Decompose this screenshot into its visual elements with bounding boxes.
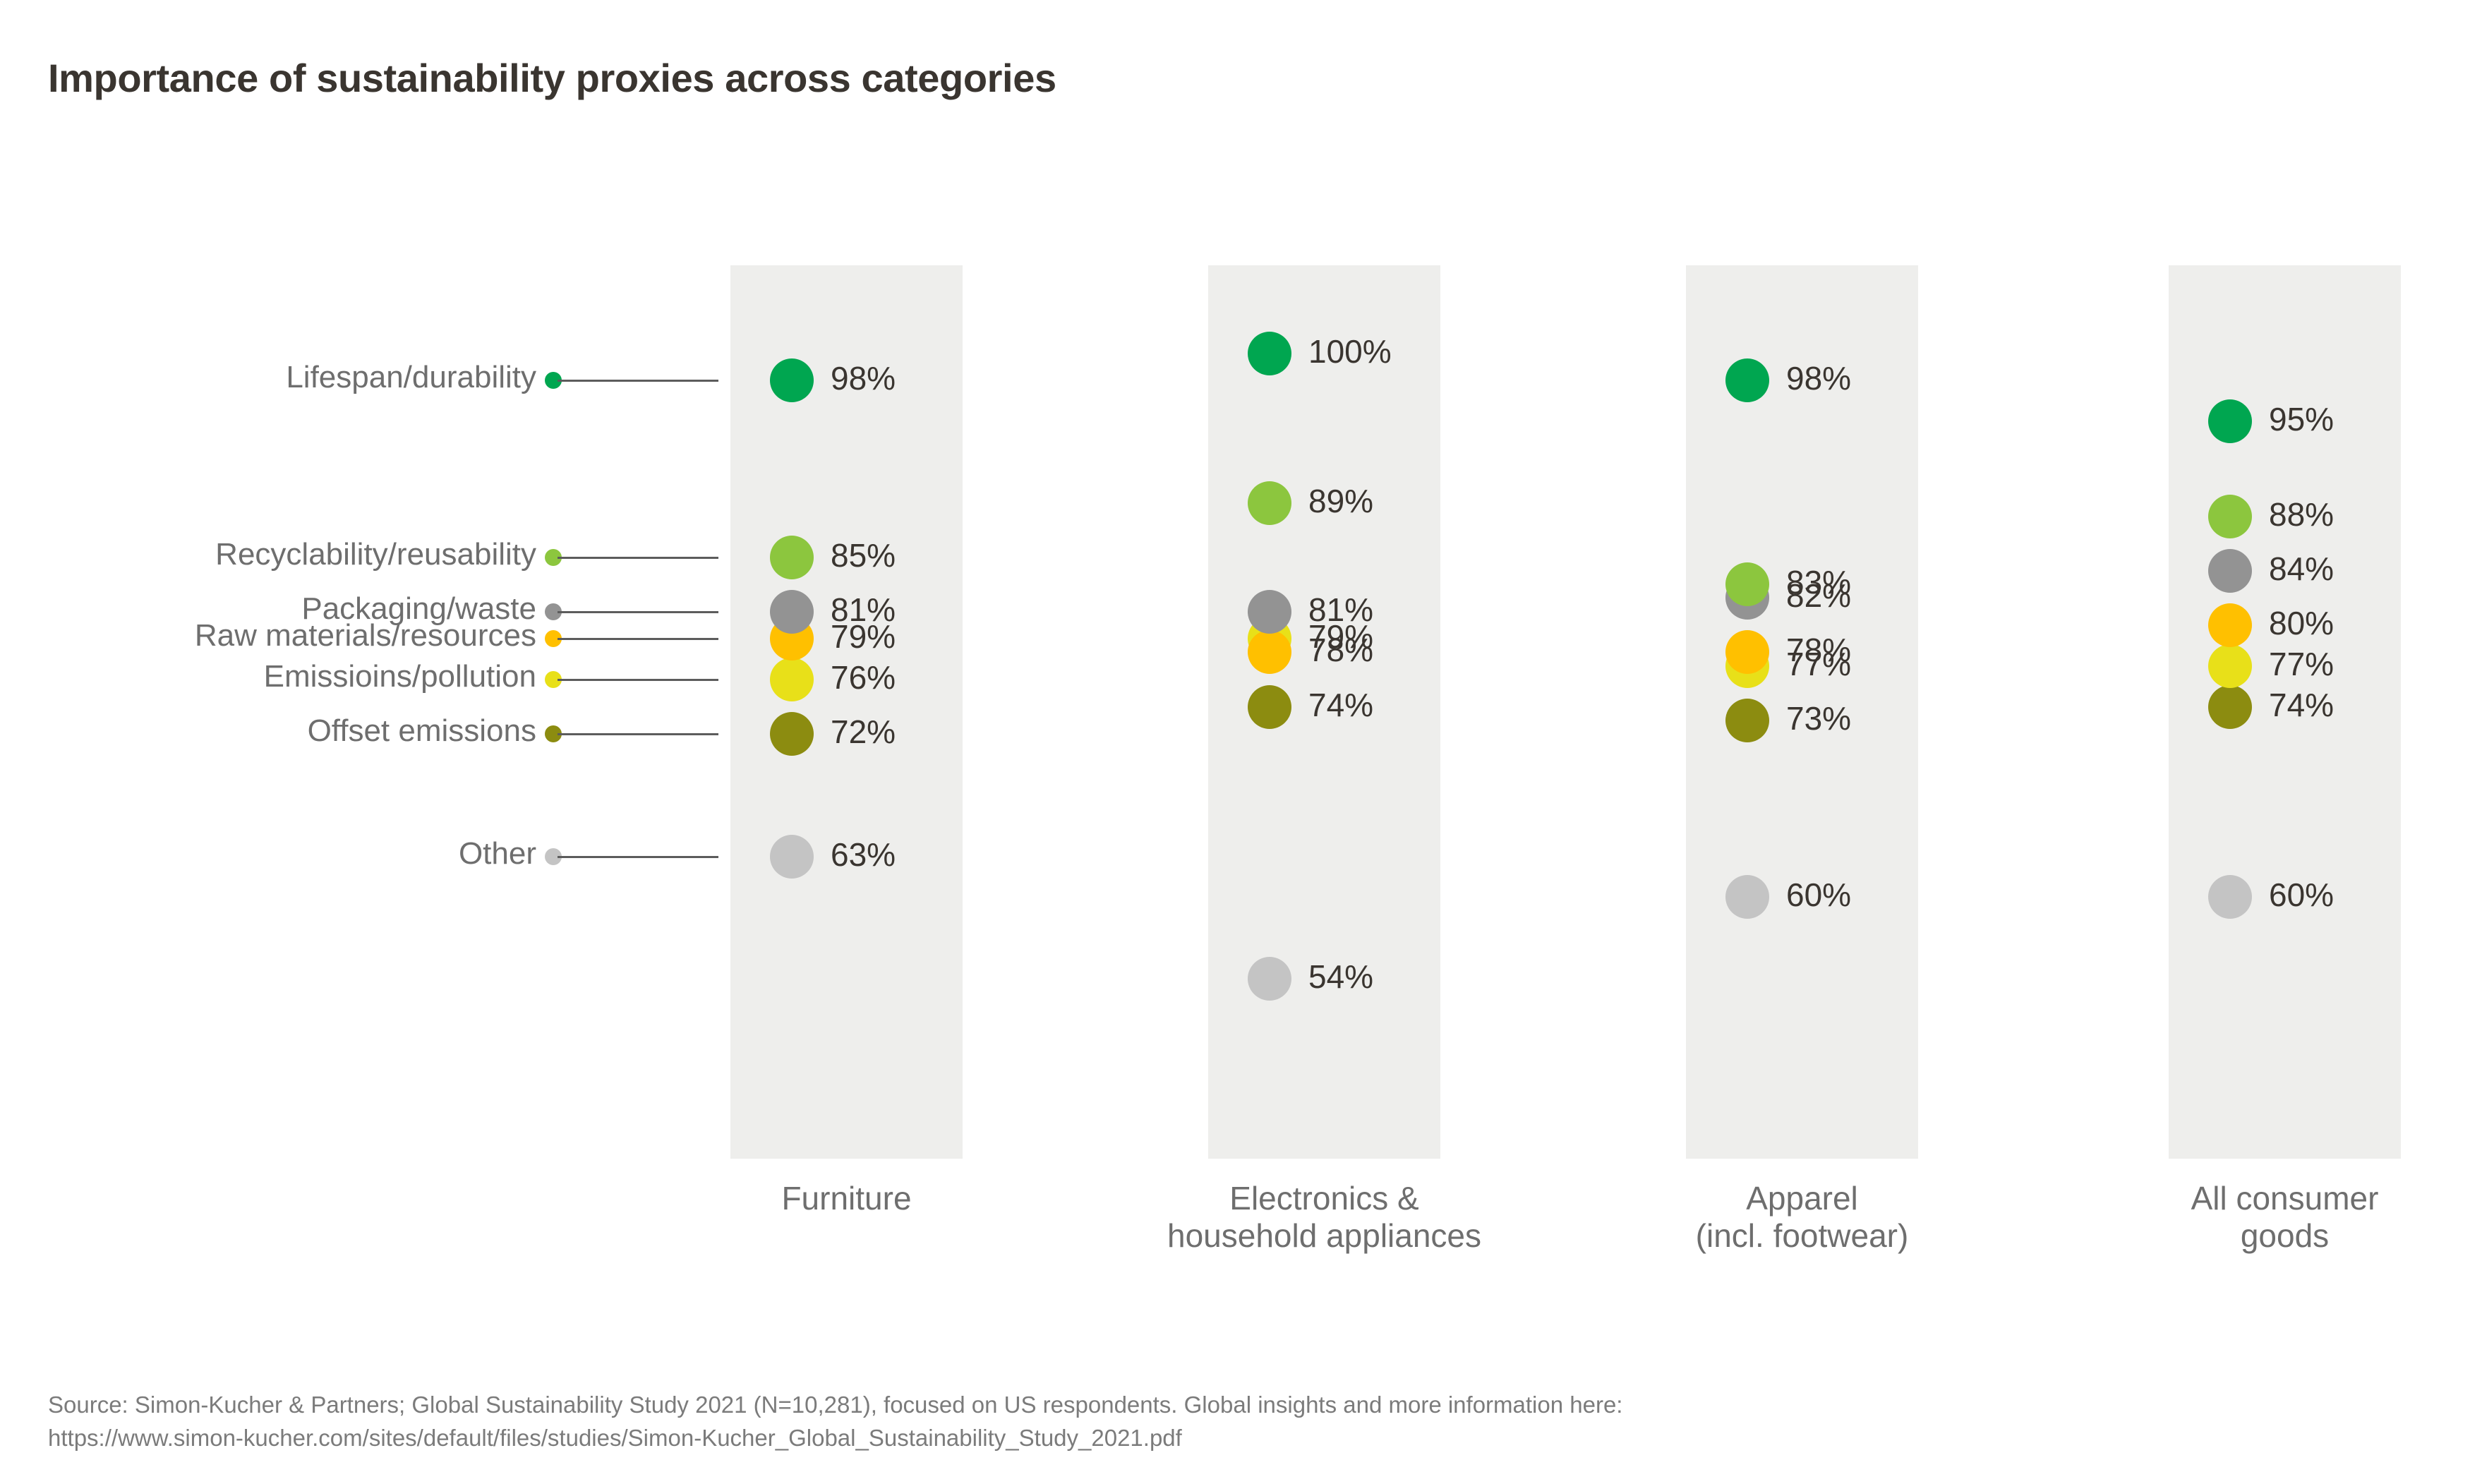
data-label-offset-emissions-apparel-incl-footwear: 73% [1786, 699, 1852, 737]
data-point-offset-emissions-all-consumer-goods[interactable] [2208, 684, 2252, 729]
data-label-lifespan-durability-furniture: 98% [831, 360, 896, 397]
data-point-raw-materials-resources-electronics-household-appliances[interactable] [1248, 630, 1291, 675]
axis-label-apparel-incl-footwear: Apparel (incl. footwear) [1605, 1180, 2000, 1255]
data-point-lifespan-durability-furniture[interactable] [770, 358, 814, 403]
data-point-lifespan-durability-electronics-household-appliances[interactable] [1248, 331, 1291, 375]
data-point-recyclability-reusability-apparel-incl-footwear[interactable] [1725, 562, 1769, 607]
data-label-recyclability-reusability-electronics-household-appliances: 89% [1308, 482, 1374, 519]
legend-label-other[interactable]: Other [458, 835, 536, 871]
data-label-offset-emissions-all-consumer-goods: 74% [2269, 686, 2335, 723]
data-point-other-electronics-household-appliances[interactable] [1248, 956, 1291, 1001]
axis-label-all-consumer-goods: All consumer goods [2088, 1180, 2470, 1255]
data-point-other-apparel-incl-footwear[interactable] [1725, 875, 1769, 919]
data-point-recyclability-reusability-all-consumer-goods[interactable] [2208, 494, 2252, 538]
data-label-recyclability-reusability-all-consumer-goods: 88% [2269, 495, 2335, 533]
data-label-other-furniture: 63% [831, 835, 896, 873]
category-panel-furniture [730, 265, 963, 1159]
leader-line-lifespan-durability [558, 380, 718, 382]
data-label-packaging-waste-electronics-household-appliances: 81% [1308, 591, 1374, 628]
data-point-lifespan-durability-apparel-incl-footwear[interactable] [1725, 358, 1769, 403]
source-line-1: Source: Simon-Kucher & Partners; Global … [48, 1392, 1623, 1418]
data-point-recyclability-reusability-electronics-household-appliances[interactable] [1248, 481, 1291, 525]
leader-line-other [558, 855, 718, 858]
category-panel-apparel-incl-footwear [1686, 265, 1918, 1159]
data-label-emissioins-pollution-electronics-household-appliances: 79% [1308, 618, 1374, 656]
axis-label-line: Apparel [1746, 1180, 1858, 1217]
legend-label-recyclability-reusability[interactable]: Recyclability/reusability [215, 536, 536, 572]
category-panel-electronics-household-appliances [1208, 265, 1440, 1159]
data-point-emissioins-pollution-all-consumer-goods[interactable] [2208, 644, 2252, 688]
axis-label-line: (incl. footwear) [1695, 1217, 1909, 1255]
source-line-2: https://www.simon-kucher.com/sites/defau… [48, 1424, 1182, 1451]
data-label-lifespan-durability-apparel-incl-footwear: 98% [1786, 360, 1852, 397]
page-title: Importance of sustainability proxies acr… [48, 56, 1056, 100]
data-label-other-all-consumer-goods: 60% [2269, 876, 2335, 914]
data-label-packaging-waste-all-consumer-goods: 84% [2269, 550, 2335, 587]
data-point-emissioins-pollution-furniture[interactable] [770, 658, 814, 701]
data-label-offset-emissions-furniture: 72% [831, 713, 896, 751]
data-point-recyclability-reusability-furniture[interactable] [770, 535, 814, 579]
axis-label-line: household appliances [1167, 1217, 1482, 1255]
data-label-lifespan-durability-electronics-household-appliances: 100% [1308, 332, 1392, 370]
leader-line-raw-materials-resources [558, 638, 718, 641]
legend-label-lifespan-durability[interactable]: Lifespan/durability [286, 360, 536, 395]
data-point-raw-materials-resources-all-consumer-goods[interactable] [2208, 603, 2252, 647]
axis-label-line: goods [2240, 1217, 2330, 1255]
axis-label-line: Electronics & [1229, 1180, 1419, 1217]
data-label-recyclability-reusability-apparel-incl-footwear: 83% [1786, 564, 1852, 601]
data-label-emissioins-pollution-all-consumer-goods: 77% [2269, 645, 2335, 682]
data-label-packaging-waste-apparel-incl-footwear: 82% [1786, 577, 1852, 615]
legend-label-offset-emissions[interactable]: Offset emissions [307, 713, 536, 749]
data-label-raw-materials-resources-electronics-household-appliances: 78% [1308, 632, 1374, 669]
data-label-lifespan-durability-all-consumer-goods: 95% [2269, 400, 2335, 438]
data-label-recyclability-reusability-furniture: 85% [831, 536, 896, 574]
data-point-offset-emissions-furniture[interactable] [770, 712, 814, 756]
data-label-emissioins-pollution-apparel-incl-footwear: 77% [1786, 645, 1852, 682]
source-note: Source: Simon-Kucher & Partners; Global … [48, 1389, 1622, 1455]
data-point-packaging-waste-all-consumer-goods[interactable] [2208, 548, 2252, 593]
data-label-raw-materials-resources-all-consumer-goods: 80% [2269, 604, 2335, 641]
legend-label-emissioins-pollution[interactable]: Emissioins/pollution [263, 659, 536, 694]
data-point-packaging-waste-furniture[interactable] [770, 589, 814, 634]
data-point-offset-emissions-apparel-incl-footwear[interactable] [1725, 698, 1769, 742]
data-label-other-electronics-household-appliances: 54% [1308, 958, 1374, 995]
axis-label-line: All consumer [2191, 1180, 2379, 1217]
data-point-other-furniture[interactable] [770, 834, 814, 879]
axis-label-line: Furniture [781, 1180, 912, 1217]
leader-line-offset-emissions [558, 733, 718, 736]
data-label-other-apparel-incl-footwear: 60% [1786, 876, 1852, 914]
axis-label-electronics-household-appliances: Electronics & household appliances [1127, 1180, 1522, 1255]
data-label-offset-emissions-electronics-household-appliances: 74% [1308, 686, 1374, 723]
data-label-raw-materials-resources-apparel-incl-footwear: 78% [1786, 632, 1852, 669]
legend-label-raw-materials-resources[interactable]: Raw materials/resources [194, 618, 536, 653]
data-label-raw-materials-resources-furniture: 79% [831, 618, 896, 656]
data-label-emissioins-pollution-furniture: 76% [831, 659, 896, 696]
data-point-other-all-consumer-goods[interactable] [2208, 875, 2252, 919]
leader-line-packaging-waste [558, 610, 718, 613]
data-point-lifespan-durability-all-consumer-goods[interactable] [2208, 399, 2252, 443]
legend-label-packaging-waste[interactable]: Packaging/waste [301, 591, 536, 626]
leader-line-emissioins-pollution [558, 679, 718, 681]
axis-label-furniture: Furniture [649, 1180, 1044, 1217]
leader-line-recyclability-reusability [558, 556, 718, 559]
data-point-raw-materials-resources-apparel-incl-footwear[interactable] [1725, 630, 1769, 675]
data-label-packaging-waste-furniture: 81% [831, 591, 896, 628]
data-point-offset-emissions-electronics-household-appliances[interactable] [1248, 684, 1291, 729]
data-point-packaging-waste-electronics-household-appliances[interactable] [1248, 589, 1291, 634]
category-panel-all-consumer-goods [2169, 265, 2401, 1159]
